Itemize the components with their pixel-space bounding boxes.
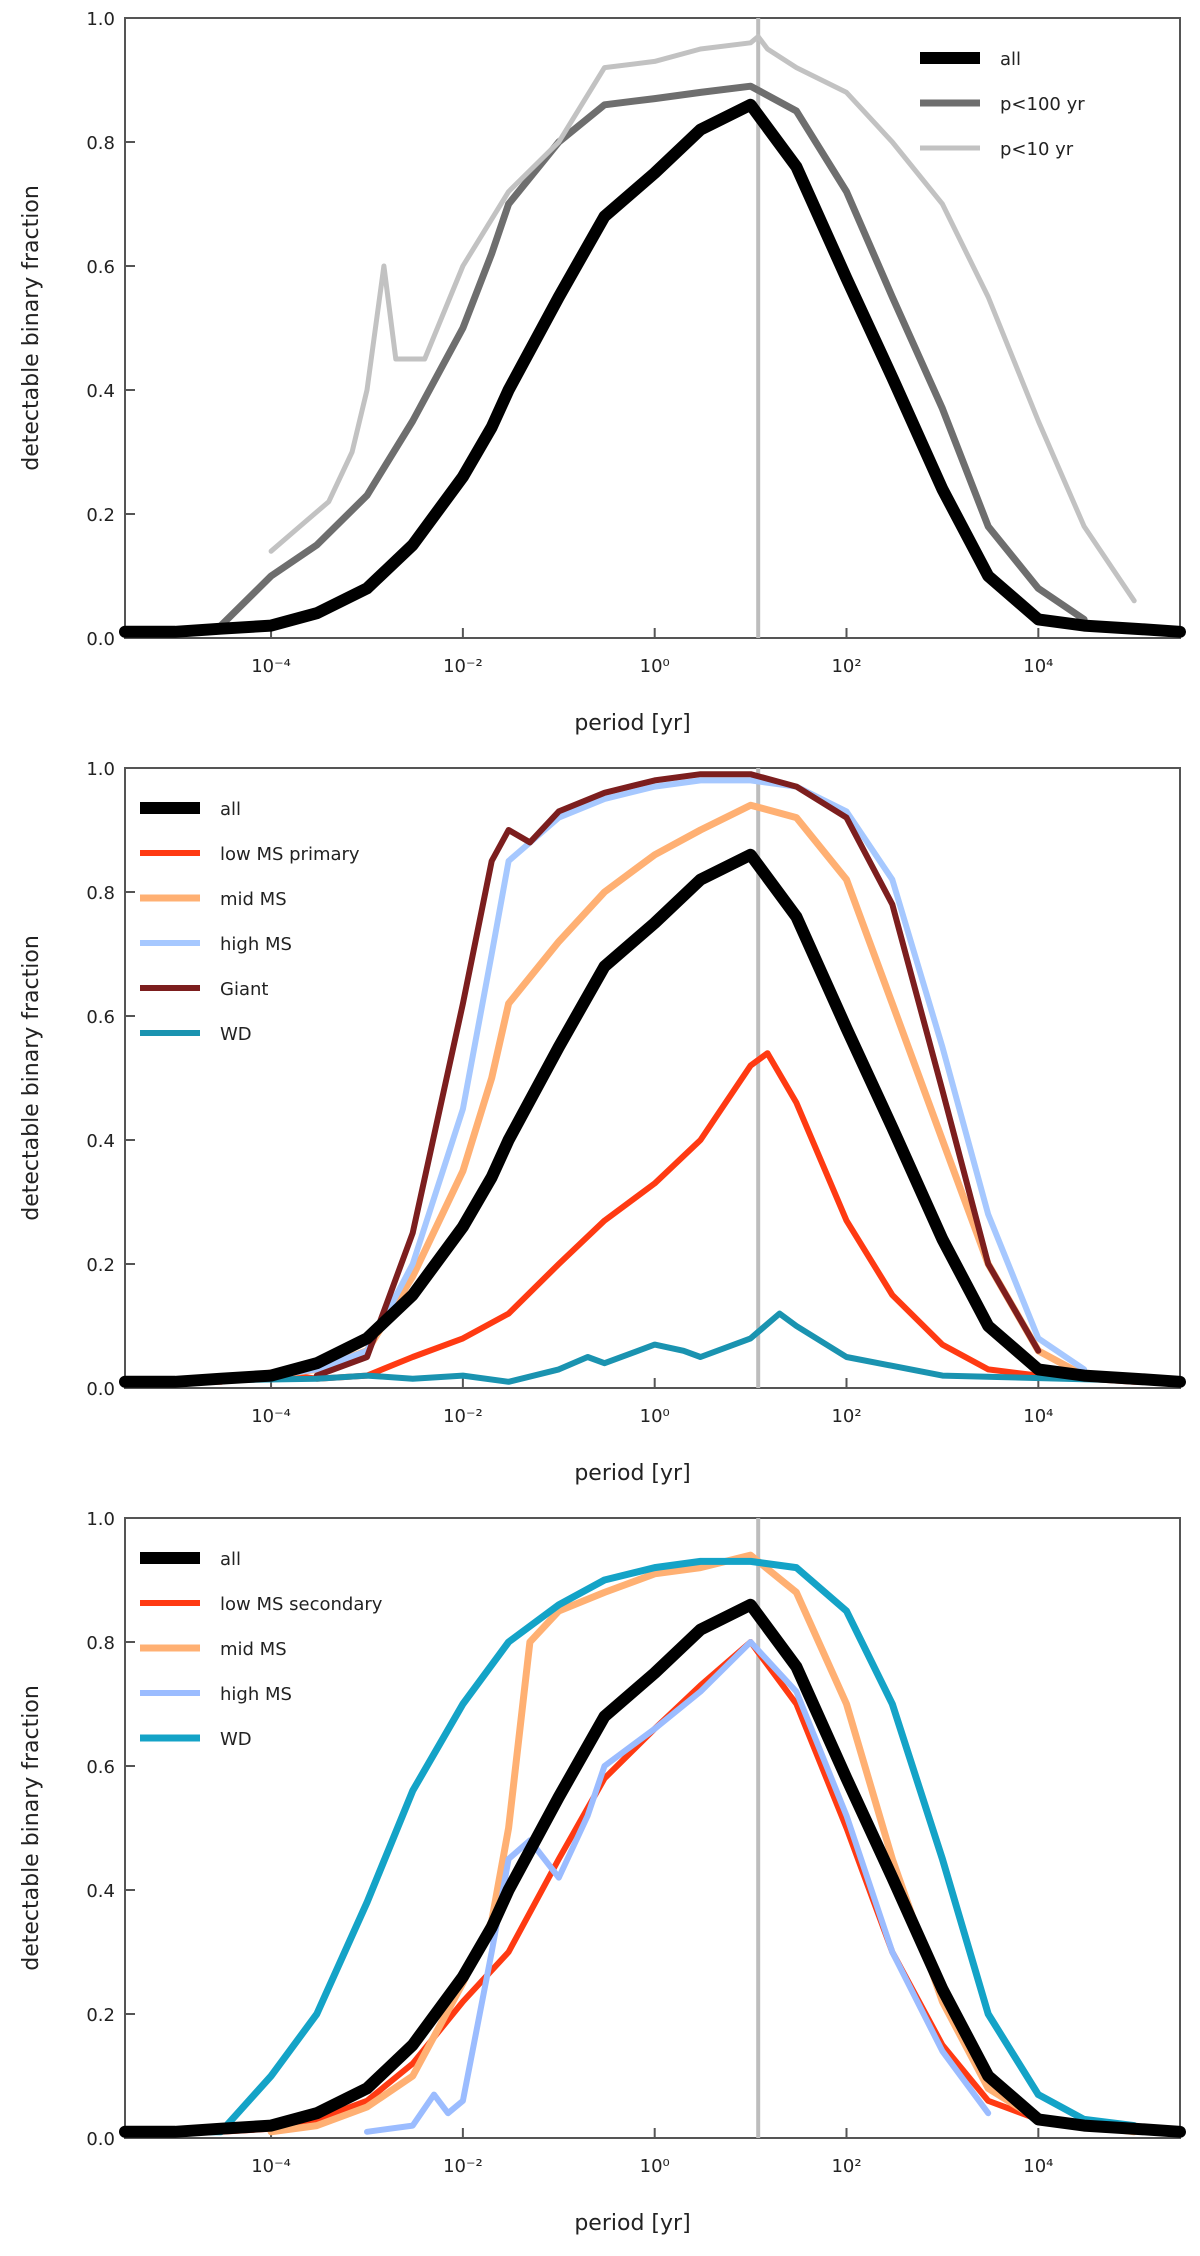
y-tick-label: 0.0 — [86, 629, 115, 650]
y-tick-label: 0.2 — [86, 1255, 115, 1276]
legend: all low MS primary mid MS high MS Giant WD — [140, 799, 360, 1045]
legend-label: all — [220, 1549, 241, 1570]
y-tick-label: 0.8 — [86, 133, 115, 154]
y-tick-label: 0.2 — [86, 2005, 115, 2026]
axes-frame — [124, 767, 1181, 1389]
x-tick-label: 10⁻⁴ — [251, 656, 291, 677]
x-tick-label: 10⁻² — [443, 656, 483, 677]
legend-label: p<100 yr — [1000, 94, 1085, 115]
legend-label: all — [220, 799, 241, 820]
x-tick-label: 10⁴ — [1023, 1406, 1053, 1427]
chart-panel-3: 0.0 0.2 0.4 0.6 0.8 1.0 10⁻⁴ 10⁻² 10⁰ 10² 10⁴ perio… — [19, 1509, 1186, 2236]
y-tick-label: 1.0 — [86, 1509, 115, 1530]
series-line-all — [119, 1598, 1186, 2138]
y-tick-label: 0.4 — [86, 381, 115, 402]
axes-frame — [124, 17, 1181, 639]
series-line-p-100-yr — [217, 82, 1088, 630]
legend-label: low MS primary — [220, 844, 360, 865]
y-axis-label: detectable binary fraction — [19, 935, 44, 1221]
y-tick-label: 0.2 — [86, 505, 115, 526]
x-axis-label: period [yr] — [574, 711, 690, 736]
legend-label: p<10 yr — [1000, 139, 1074, 160]
y-axis-label: detectable binary fraction — [19, 185, 44, 471]
series-line-p-10-yr — [268, 34, 1137, 604]
series-line-high-ms — [364, 1639, 992, 2135]
legend-label: WD — [220, 1024, 252, 1045]
legend-label: all — [1000, 49, 1021, 70]
series-line-low-ms-primary — [122, 1050, 1183, 1385]
y-tick-label: 1.0 — [86, 9, 115, 30]
series-line-wd — [122, 1310, 1183, 1385]
y-tick-label: 0.0 — [86, 1379, 115, 1400]
x-tick-label: 10⁰ — [640, 1406, 670, 1427]
y-tick-label: 0.6 — [86, 1007, 115, 1028]
y-tick-label: 0.4 — [86, 1131, 115, 1152]
chart-panel-1: 0.0 0.2 0.4 0.6 0.8 1.0 10⁻⁴ 10⁻² 10⁰ 10² 10⁴ perio… — [19, 9, 1186, 736]
x-tick-label: 10⁴ — [1023, 2156, 1053, 2177]
x-tick-label: 10⁰ — [640, 656, 670, 677]
legend-label: low MS secondary — [220, 1594, 383, 1615]
x-tick-label: 10² — [831, 2156, 861, 2177]
series-line-wd — [121, 1557, 1138, 2136]
legend-label: high MS — [220, 934, 292, 955]
x-axis-label: period [yr] — [574, 2211, 690, 2236]
series-line-all — [119, 848, 1186, 1388]
series-line-all — [119, 98, 1186, 638]
x-tick-label: 10⁻⁴ — [251, 2156, 291, 2177]
x-tick-label: 10⁻² — [443, 2156, 483, 2177]
y-tick-label: 0.4 — [86, 1881, 115, 1902]
y-tick-label: 0.6 — [86, 257, 115, 278]
x-tick-label: 10² — [831, 656, 861, 677]
legend-label: mid MS — [220, 889, 287, 910]
legend-label: high MS — [220, 1684, 292, 1705]
chart-panel-2: 0.0 0.2 0.4 0.6 0.8 1.0 10⁻⁴ 10⁻² 10⁰ 10² 10⁴ perio… — [19, 759, 1186, 1486]
y-tick-label: 0.8 — [86, 883, 115, 904]
legend: all p<100 yr p<10 yr — [920, 49, 1085, 160]
series-line-mid-ms — [267, 801, 1088, 1380]
legend-label: WD — [220, 1729, 252, 1750]
legend-label: mid MS — [220, 1639, 287, 1660]
legend: all low MS secondary mid MS high MS WD — [140, 1549, 383, 1750]
legend-label: Giant — [220, 979, 268, 1000]
y-tick-label: 1.0 — [86, 759, 115, 780]
y-tick-label: 0.8 — [86, 1633, 115, 1654]
y-tick-label: 0.0 — [86, 2129, 115, 2150]
y-axis-label: detectable binary fraction — [19, 1685, 44, 1971]
x-tick-label: 10⁻⁴ — [251, 1406, 291, 1427]
x-tick-label: 10⁰ — [640, 2156, 670, 2177]
axes-frame — [124, 1517, 1181, 2139]
series-line-high-ms — [268, 777, 1088, 1379]
x-tick-label: 10² — [831, 1406, 861, 1427]
x-tick-label: 10⁻² — [443, 1406, 483, 1427]
y-tick-label: 0.6 — [86, 1757, 115, 1778]
x-axis-label: period [yr] — [574, 1461, 690, 1486]
x-tick-label: 10⁴ — [1023, 656, 1053, 677]
series-line-giant — [313, 771, 1042, 1379]
